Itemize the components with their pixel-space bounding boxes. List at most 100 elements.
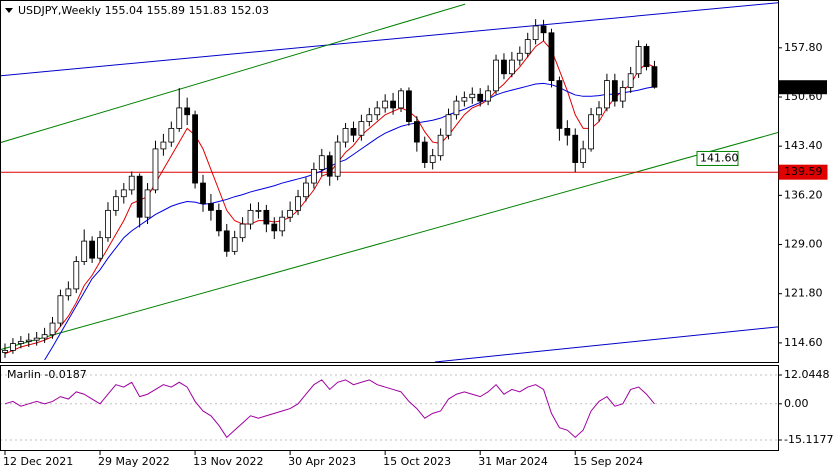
y-tick-label: 121.80 [784,287,823,300]
x-tick-label: 13 Nov 2022 [193,455,263,468]
candle-body [326,155,333,177]
candle-body [548,32,555,81]
close-value: 152.03 [231,4,270,17]
low-value: 151.83 [189,4,228,17]
candle-body [303,182,309,198]
y-tick-label: 114.60 [784,336,823,349]
y-tick-label: 12.0448 [784,368,830,381]
candle-body [112,196,119,211]
candle-body [255,209,262,212]
level-label: 139.59 [784,165,823,178]
indicator-panel [0,365,779,451]
candle-body [49,322,56,336]
candle-body [651,66,658,88]
y-tick-label: 143.40 [784,139,823,152]
candle-body [580,148,587,163]
x-tick-label: 15 Oct 2023 [383,455,451,468]
candle-body [469,93,476,99]
candle-body [406,90,412,122]
candle-body [81,240,88,262]
y-tick-label: 157.80 [784,41,823,54]
candle-body [215,209,222,232]
candle-body [73,261,80,290]
candle-body [556,80,563,129]
axes: 157.80150.60143.40136.20129.00121.80114.… [3,41,833,468]
candle-body [572,134,579,163]
y-tick-label: -15.1177 [784,433,833,446]
indicator-plot [1,374,778,441]
high-value: 155.89 [147,4,186,17]
candle-body [41,334,48,339]
last-price-box [779,80,827,95]
symbol: USDJPY,Weekly [18,4,102,17]
candle-body [627,73,634,88]
candle-body [635,46,642,75]
candle-body [429,155,436,163]
candle-body [152,148,159,191]
candle-body [279,216,286,232]
candle-body [334,141,341,177]
candle-body [611,80,618,102]
candle-body [247,209,254,225]
candle-body [200,182,206,204]
candle-body [366,114,373,122]
candle-body [144,189,151,218]
candle-body [524,39,531,54]
candle-body [65,288,72,297]
candle-body [295,196,301,211]
candle-body [318,155,325,170]
candle-body [421,141,428,163]
indicator-label: Marlin -0.0187 [7,368,87,381]
candle-body [97,237,103,259]
candle-body [390,100,396,109]
candle-body [619,87,626,102]
candle-body [398,90,404,109]
candle-body [128,175,135,191]
y-tick-label: 0.00 [784,397,809,410]
price-plot [1,2,778,362]
indicator-line [4,379,655,439]
candle-body [33,337,40,341]
candle-body [461,97,468,102]
level-label: 141.60 [700,151,739,164]
candle-body [310,168,317,184]
candle-body [105,209,111,239]
candle-body [564,128,571,136]
trend-line [435,326,778,362]
candle-body [358,121,365,136]
candle-body [374,107,381,116]
candle-body [501,59,507,75]
candle-body [588,114,594,150]
candle-body [382,100,389,109]
candle-body [17,341,24,344]
candle-body [271,223,278,232]
candle-body [342,128,349,143]
candle-body [643,46,650,68]
candle-body [192,114,198,184]
candle-body [485,90,492,102]
x-tick-label: 29 May 2022 [98,455,170,468]
menu-arrow [5,8,13,13]
open-value: 155.04 [105,4,144,17]
candle-body [184,107,191,116]
x-tick-label: 15 Sep 2024 [573,455,643,468]
candle-body [10,343,16,351]
candle-body [532,25,539,41]
candle-body [231,237,238,252]
price-panel [0,0,779,363]
level-box [778,164,828,180]
candle-body [223,230,230,252]
candle-body [516,52,523,61]
candle-body [596,107,602,116]
candle-body [2,349,8,353]
trend-line [1,3,466,143]
candle-body [540,25,547,34]
indicator-value: -0.0187 [44,368,86,381]
chart-title: USDJPY,Weekly 155.04 155.89 151.83 152.0… [18,4,269,17]
trend-line [1,2,778,77]
candle-body [413,121,420,143]
candle-body [160,141,167,150]
candle-body [350,128,357,136]
candle-body [208,203,214,211]
